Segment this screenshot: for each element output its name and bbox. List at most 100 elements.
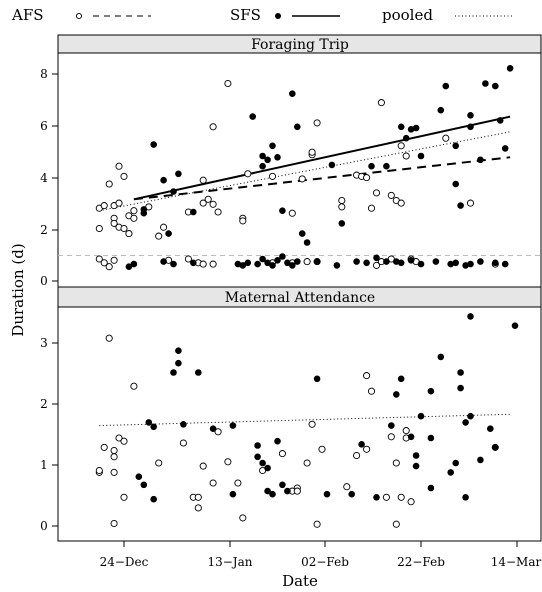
x-tick-label: 13−Jan bbox=[207, 555, 252, 569]
data-point-afs bbox=[110, 219, 118, 227]
data-point-afs bbox=[397, 199, 405, 207]
data-point-sfs bbox=[313, 258, 321, 265]
data-point-sfs bbox=[165, 230, 172, 237]
data-point-sfs bbox=[407, 126, 415, 133]
legend-label-afs: AFS bbox=[11, 6, 44, 24]
data-point-afs bbox=[100, 259, 108, 267]
data-point-afs bbox=[115, 199, 123, 207]
data-point-sfs bbox=[452, 142, 460, 150]
data-point-afs bbox=[303, 459, 311, 467]
data-point-sfs bbox=[328, 161, 336, 169]
trend-line-pooled bbox=[99, 413, 511, 427]
panel-maternal-attendance: Maternal Attendance 0 1 2 3 bbox=[40, 286, 542, 542]
data-point-afs bbox=[363, 174, 371, 182]
data-point-afs bbox=[125, 230, 133, 238]
data-point-afs bbox=[100, 443, 108, 451]
data-point-afs bbox=[100, 202, 108, 210]
data-point-sfs bbox=[264, 156, 271, 164]
data-point-sfs bbox=[363, 259, 370, 267]
data-point-sfs bbox=[373, 254, 380, 262]
data-point-afs bbox=[120, 172, 128, 180]
data-point-afs bbox=[209, 123, 217, 131]
data-point-afs bbox=[155, 232, 163, 240]
data-point-sfs bbox=[427, 434, 435, 442]
data-point-afs bbox=[268, 172, 277, 180]
data-point-afs bbox=[199, 462, 207, 470]
legend-label-pooled: pooled bbox=[382, 6, 433, 24]
data-point-afs bbox=[199, 260, 207, 268]
data-point-afs bbox=[343, 483, 351, 491]
data-point-sfs bbox=[254, 453, 261, 461]
data-point-sfs bbox=[397, 123, 405, 131]
data-point-sfs bbox=[452, 180, 460, 188]
data-point-afs bbox=[179, 439, 187, 447]
data-point-sfs bbox=[170, 369, 177, 376]
data-point-sfs bbox=[140, 206, 148, 213]
trend-lines bbox=[99, 115, 511, 212]
trend-line-afs bbox=[133, 156, 511, 201]
trend-lines bbox=[99, 413, 511, 427]
x-tick-label: 14−Mar bbox=[491, 555, 542, 569]
data-point-afs bbox=[120, 437, 128, 445]
data-point-sfs bbox=[259, 152, 266, 160]
data-point-afs bbox=[298, 175, 306, 183]
data-point-afs bbox=[372, 189, 381, 197]
data-point-sfs bbox=[452, 259, 460, 267]
panel-strip-title: Foraging Trip bbox=[251, 37, 349, 53]
data-point-sfs bbox=[467, 412, 474, 420]
data-point-afs bbox=[155, 459, 163, 467]
data-point-sfs bbox=[407, 433, 415, 441]
y-tick-label: 8 bbox=[40, 67, 48, 81]
data-point-sfs bbox=[269, 262, 276, 269]
data-point-sfs bbox=[482, 80, 489, 87]
data-point-sfs bbox=[175, 359, 182, 367]
data-point-sfs bbox=[190, 208, 197, 216]
data-point-afs bbox=[303, 258, 311, 266]
data-point-sfs bbox=[323, 490, 331, 498]
data-point-afs bbox=[397, 142, 405, 150]
data-point-sfs bbox=[427, 484, 435, 492]
data-point-afs bbox=[110, 256, 118, 264]
data-point-afs bbox=[363, 372, 371, 380]
data-point-afs bbox=[224, 79, 232, 88]
data-point-sfs bbox=[209, 425, 217, 433]
data-point-sfs bbox=[373, 494, 380, 501]
data-point-sfs bbox=[180, 421, 187, 428]
data-point-sfs bbox=[417, 412, 425, 420]
trend-line-pooled bbox=[99, 131, 511, 212]
data-point-sfs bbox=[190, 259, 197, 267]
y-tick-label: 0 bbox=[40, 274, 48, 288]
data-point-afs bbox=[204, 195, 212, 203]
legend-label-sfs: SFS bbox=[230, 6, 261, 24]
data-point-sfs bbox=[135, 473, 143, 481]
data-point-sfs bbox=[264, 464, 271, 472]
data-point-sfs bbox=[150, 141, 157, 148]
data-point-sfs bbox=[274, 154, 281, 161]
data-point-afs bbox=[313, 520, 321, 528]
data-point-sfs bbox=[492, 259, 499, 267]
data-point-afs bbox=[130, 207, 138, 215]
data-point-sfs bbox=[511, 322, 519, 330]
y-axis: 0 1 2 3 bbox=[40, 336, 58, 533]
data-point-sfs bbox=[244, 259, 252, 267]
plot-area bbox=[57, 306, 542, 542]
data-point-afs bbox=[407, 498, 415, 506]
data-point-sfs bbox=[313, 375, 321, 383]
data-point-sfs bbox=[457, 202, 464, 209]
data-points bbox=[95, 313, 519, 528]
data-point-sfs bbox=[477, 258, 484, 265]
data-point-sfs bbox=[447, 260, 455, 268]
data-point-sfs bbox=[477, 456, 484, 464]
data-point-sfs bbox=[348, 490, 356, 498]
data-point-afs bbox=[110, 519, 118, 528]
data-point-afs bbox=[130, 382, 138, 390]
y-tick-label: 4 bbox=[40, 171, 48, 185]
data-point-sfs bbox=[477, 156, 484, 164]
data-point-afs bbox=[402, 152, 410, 160]
data-point-sfs bbox=[437, 353, 445, 361]
x-axis: 24−Dec 13−Jan 02−Feb 22−Feb 14−Mar bbox=[100, 541, 542, 569]
y-tick-label: 3 bbox=[40, 336, 48, 350]
data-point-afs bbox=[209, 479, 217, 487]
data-point-sfs bbox=[274, 437, 281, 445]
y-tick-label: 0 bbox=[40, 519, 48, 533]
